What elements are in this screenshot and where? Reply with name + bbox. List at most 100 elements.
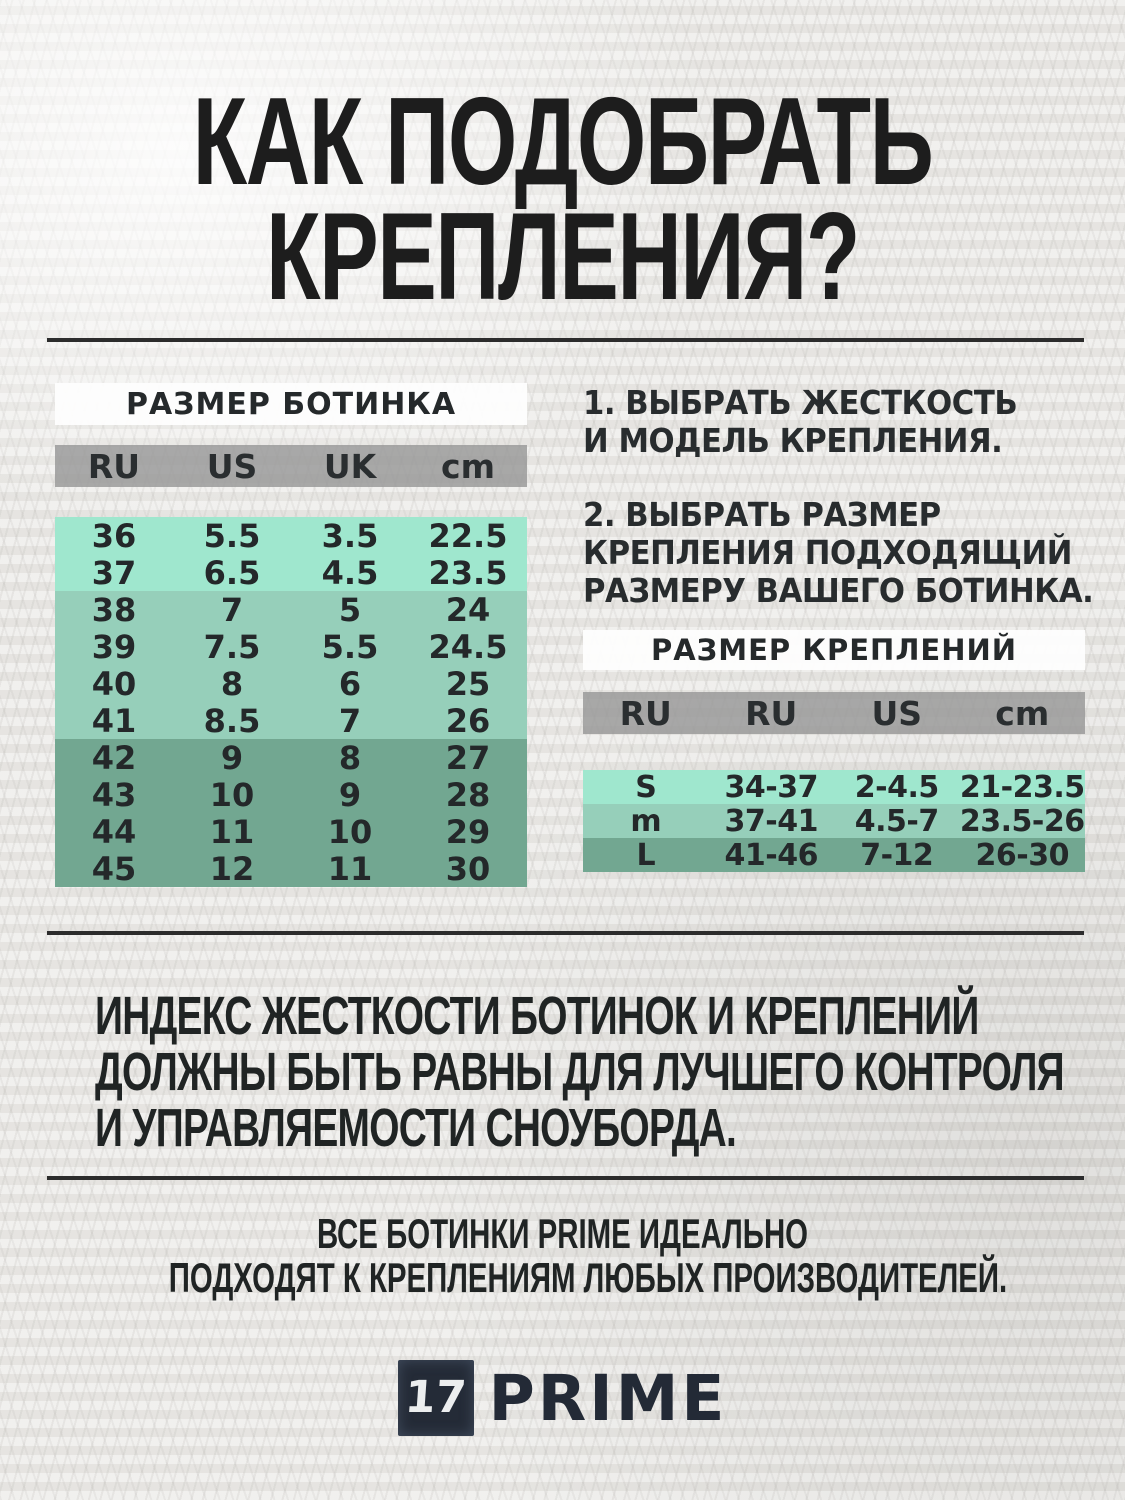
column-header-cm: cm — [441, 446, 495, 486]
cell-ru: 34-37 — [724, 770, 819, 805]
table-row: 37 6.5 4.5 23.5 — [55, 554, 527, 592]
cell: 43 — [91, 776, 137, 814]
brand-wordmark: PRIME — [488, 1361, 728, 1435]
cell: 30 — [445, 850, 491, 888]
note-line1: ИНДЕКС ЖЕСТКОСТИ БОТИНОК И КРЕПЛЕНИЙ — [95, 986, 979, 1046]
cell: 28 — [445, 776, 491, 814]
cell-ru: 37-41 — [724, 804, 819, 839]
cell-us: 7-12 — [860, 838, 934, 873]
step-2-line1: 2. ВЫБРАТЬ РАЗМЕР — [583, 495, 941, 534]
cell-size: S — [635, 770, 657, 805]
table-row: 39 7.5 5.5 24.5 — [55, 628, 527, 666]
cell: 5.5 — [321, 628, 379, 666]
cell: 8.5 — [203, 702, 261, 740]
cell-us: 2-4.5 — [854, 770, 939, 805]
page-title: КАК ПОДОБРАТЬ КРЕПЛЕНИЯ? — [0, 80, 1125, 326]
binding-size-rows: S 34-37 2-4.5 21-23.5 m 37-41 4.5-7 23.5… — [583, 770, 1085, 873]
cell-cm: 23.5-26 — [959, 804, 1085, 839]
boot-size-table-header: RU US UK cm — [55, 445, 527, 487]
cell: 6.5 — [203, 554, 261, 592]
cell: 24.5 — [428, 628, 508, 666]
cell: 37 — [91, 554, 137, 592]
cell: 5 — [338, 591, 362, 629]
cell: 40 — [91, 665, 137, 703]
binding-row-l: L 41-46 7-12 26-30 — [583, 838, 1085, 873]
cell: 45 — [91, 850, 137, 888]
binding-size-table: РАЗМЕР КРЕПЛЕНИЙ RU RU US cm S 34-37 2-4… — [583, 630, 1085, 873]
footer-note: ВСЕ БОТИНКИ PRIME ИДЕАЛЬНО ПОДХОДЯТ К КР… — [0, 1212, 1125, 1300]
note-line2: ДОЛЖНЫ БЫТЬ РАВНЫ ДЛЯ ЛУЧШЕГО КОНТРОЛЯ — [95, 1042, 1065, 1102]
binding-size-table-header: RU RU US cm — [583, 692, 1085, 734]
stiffness-note: ИНДЕКС ЖЕСТКОСТИ БОТИНОК И КРЕПЛЕНИЙ ДОЛ… — [95, 988, 1125, 1156]
boot-size-group-small: 36 5.5 3.5 22.5 37 6.5 4.5 23.5 — [55, 517, 527, 592]
prime-logo: 17 PRIME — [0, 1360, 1125, 1436]
cell: 7 — [338, 702, 362, 740]
boot-size-group-medium: 38 7 5 24 39 7.5 5.5 24.5 40 8 6 25 — [55, 591, 527, 740]
page-title-line2: КРЕПЛЕНИЯ? — [266, 188, 860, 326]
footer-note-line1: ВСЕ БОТИНКИ PRIME ИДЕАЛЬНО — [316, 1210, 809, 1257]
footer-note-line2: ПОДХОДЯТ К КРЕПЛЕНИЯМ ЛЮБЫХ ПРОИЗВОДИТЕЛ… — [168, 1254, 1008, 1301]
cell: 11 — [327, 850, 373, 888]
cell: 6 — [338, 665, 362, 703]
boot-size-table-title: РАЗМЕР БОТИНКА — [55, 383, 527, 425]
table-row: 44 11 10 29 — [55, 813, 527, 851]
cell: 36 — [91, 517, 137, 555]
cell-size: m — [630, 804, 662, 839]
cell: 22.5 — [428, 517, 508, 555]
prime-17-logo-icon: 17 — [397, 1360, 474, 1436]
cell: 3.5 — [321, 517, 379, 555]
column-header-cm: cm — [995, 693, 1050, 733]
cell: 41 — [91, 702, 137, 740]
step-1: 1. ВЫБРАТЬ ЖЕСТКОСТЬ И МОДЕЛЬ КРЕПЛЕНИЯ. — [583, 384, 1103, 460]
column-header-ru: RU — [619, 693, 672, 733]
cell-us: 4.5-7 — [854, 804, 939, 839]
column-header-ru: RU — [87, 446, 141, 486]
step-1-line1: 1. ВЫБРАТЬ ЖЕСТКОСТЬ — [583, 383, 1018, 422]
divider-bottom — [47, 1176, 1084, 1180]
cell: 39 — [91, 628, 137, 666]
table-row: 41 8.5 7 26 — [55, 702, 527, 740]
cell: 9 — [338, 776, 362, 814]
cell: 8 — [220, 665, 244, 703]
step-2-line2: КРЕПЛЕНИЯ ПОДХОДЯЩИЙ — [583, 533, 1072, 572]
cell: 29 — [445, 813, 491, 851]
note-line3: И УПРАВЛЯЕМОСТИ СНОУБОРДА. — [95, 1098, 737, 1158]
cell: 44 — [91, 813, 137, 851]
instruction-steps: 1. ВЫБРАТЬ ЖЕСТКОСТЬ И МОДЕЛЬ КРЕПЛЕНИЯ.… — [583, 384, 1103, 610]
cell: 38 — [91, 591, 137, 629]
cell: 7 — [220, 591, 244, 629]
cell: 5.5 — [203, 517, 261, 555]
cell: 10 — [209, 776, 255, 814]
boot-size-rows: 36 5.5 3.5 22.5 37 6.5 4.5 23.5 38 7 5 2 — [55, 517, 527, 888]
cell-ru: 41-46 — [724, 838, 819, 873]
table-row: L 41-46 7-12 26-30 — [583, 838, 1085, 873]
logo-17-glyph: 17 — [403, 1372, 468, 1423]
cell: 11 — [209, 813, 255, 851]
cell: 24 — [445, 591, 491, 629]
column-header-us: US — [206, 446, 258, 486]
cell: 10 — [327, 813, 373, 851]
cell: 27 — [445, 739, 491, 777]
column-header-uk: UK — [323, 446, 377, 486]
cell: 42 — [91, 739, 137, 777]
table-row: 42 9 8 27 — [55, 739, 527, 777]
cell: 25 — [445, 665, 491, 703]
table-row: 45 12 11 30 — [55, 850, 527, 888]
cell: 23.5 — [428, 554, 508, 592]
step-2-line3: РАЗМЕРУ ВАШЕГО БОТИНКА. — [583, 571, 1094, 610]
table-row: S 34-37 2-4.5 21-23.5 — [583, 770, 1085, 805]
cell: 7.5 — [203, 628, 261, 666]
cell: 9 — [220, 739, 244, 777]
cell: 4.5 — [321, 554, 379, 592]
column-header-us: US — [871, 693, 923, 733]
cell: 12 — [209, 850, 255, 888]
binding-row-m: m 37-41 4.5-7 23.5-26 — [583, 804, 1085, 839]
table-row: 40 8 6 25 — [55, 665, 527, 703]
cell-size: L — [636, 838, 656, 873]
column-header-ru: RU — [745, 693, 798, 733]
cell: 8 — [338, 739, 362, 777]
table-row: 36 5.5 3.5 22.5 — [55, 517, 527, 555]
boot-size-table: РАЗМЕР БОТИНКА RU US UK cm 36 5.5 3.5 22… — [55, 383, 527, 888]
divider-top — [47, 338, 1084, 342]
